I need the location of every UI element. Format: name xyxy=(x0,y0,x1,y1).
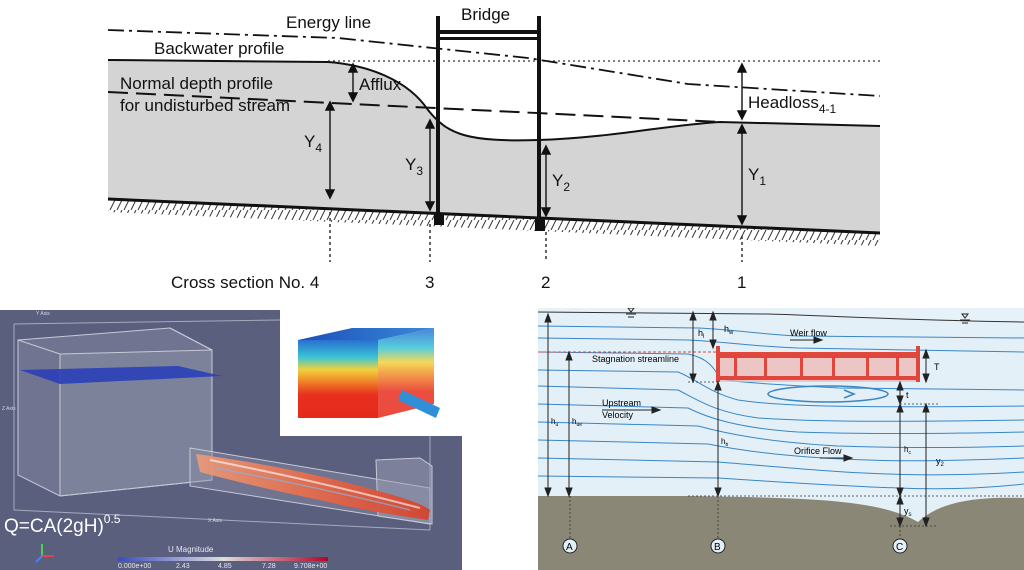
water-body xyxy=(108,60,880,233)
section-c-label: C xyxy=(896,542,903,553)
legend-colorbar xyxy=(118,557,328,561)
upstream-label-2: Velocity xyxy=(602,410,634,420)
x-axis-label: X Axis xyxy=(208,518,222,524)
inset-orifice-cube xyxy=(280,310,462,436)
weir-flow-label: Weir flow xyxy=(790,328,827,338)
ground-region xyxy=(538,496,1024,570)
energy-line xyxy=(108,29,880,97)
orifice-flow-label: Orifice Flow xyxy=(794,446,842,456)
recirculation-eddy xyxy=(767,385,889,403)
cross-section-3-label: 3 xyxy=(425,273,434,292)
afflux-label: Afflux xyxy=(359,75,402,94)
cross-section-2-label: 2 xyxy=(541,273,550,292)
h-w-label: hw xyxy=(724,324,734,336)
legend-tick-3: 7.28 xyxy=(262,563,276,570)
deck-thickness-label: T xyxy=(934,362,940,372)
cross-section-1-label: 1 xyxy=(737,273,746,292)
y2-label: y2 xyxy=(936,456,945,468)
normal-depth-line xyxy=(108,91,721,123)
water-surface-plane xyxy=(20,366,222,384)
cfd-simulation-panel: Q=CA(2gH)0.5 Y Axis Z Axis X Axis U Magn… xyxy=(0,310,462,570)
h-u-label: hu xyxy=(551,417,558,428)
dimension-arrows xyxy=(544,310,930,528)
z-axis-label: Z Axis xyxy=(2,406,16,412)
section-markers xyxy=(562,538,908,554)
orifice-formula: Q=CA(2gH)0.5 xyxy=(4,512,121,537)
bridge-deck xyxy=(716,346,920,382)
guide-lines xyxy=(569,381,1024,538)
normal-depth-label-1: Normal depth profile xyxy=(120,74,273,93)
h-b-label: hb xyxy=(721,437,728,448)
y-axis-label: Y Axis xyxy=(36,311,50,317)
bridge-label: Bridge xyxy=(461,5,510,24)
cfd-svg: Q=CA(2gH)0.5 Y Axis Z Axis X Axis U Magn… xyxy=(2,310,462,570)
legend-title: U Magnitude xyxy=(168,545,214,554)
axis-triad-icon xyxy=(35,544,54,563)
y4-label: Y4 xyxy=(304,132,322,155)
headloss-label: Headloss4-1 xyxy=(748,93,837,116)
bridge-flow-svg: A B C hl hw Weir flow Stagnation streaml… xyxy=(538,308,1024,570)
energy-line-label: Energy line xyxy=(286,13,371,32)
section-b-label: B xyxy=(714,542,721,553)
bridge-flow-diagram: A B C hl hw Weir flow Stagnation streaml… xyxy=(538,308,1024,570)
bridge-structure xyxy=(434,16,545,231)
legend-tick-4: 9.708e+00 xyxy=(294,563,327,570)
legend-tick-1: 2.43 xyxy=(176,563,190,570)
streamlines xyxy=(538,325,1024,490)
upstream-label-1: Upstream xyxy=(602,398,641,408)
reservoir-box xyxy=(17,327,213,497)
h-l-label: hl xyxy=(698,328,704,340)
gap-label: t xyxy=(906,390,909,400)
water-surface xyxy=(538,311,1024,323)
section-a-label: A xyxy=(566,542,573,553)
water-level-symbols xyxy=(626,308,970,324)
axis-grid xyxy=(13,319,431,531)
y3-label: Y3 xyxy=(405,155,423,178)
legend-tick-2: 4.85 xyxy=(218,563,232,570)
normal-depth-label-2: for undisturbed stream xyxy=(120,96,290,115)
y-s-label: ys xyxy=(904,506,912,518)
legend-tick-0: 0.000e+00 xyxy=(118,563,151,570)
channel-bed-hatch xyxy=(108,199,880,246)
y2-label: Y2 xyxy=(552,171,570,194)
backwater-profile-label: Backwater profile xyxy=(154,39,284,58)
cross-section-4-label: Cross section No. 4 xyxy=(171,273,319,292)
flow-jet-streaks xyxy=(209,459,421,509)
backwater-profile-diagram: Energy line Bridge Backwater profile Aff… xyxy=(108,0,880,296)
h-c-label: hc xyxy=(904,445,911,456)
backwater-profile-line xyxy=(108,59,880,142)
stagnation-label: Stagnation streamline xyxy=(592,354,679,364)
h-ue-label: hue xyxy=(572,417,582,428)
y1-label: Y1 xyxy=(748,165,766,188)
channel-bed xyxy=(108,197,880,235)
cross-section-markers xyxy=(329,212,743,262)
depth-arrows xyxy=(324,62,748,226)
backwater-svg: Energy line Bridge Backwater profile Aff… xyxy=(108,5,880,292)
